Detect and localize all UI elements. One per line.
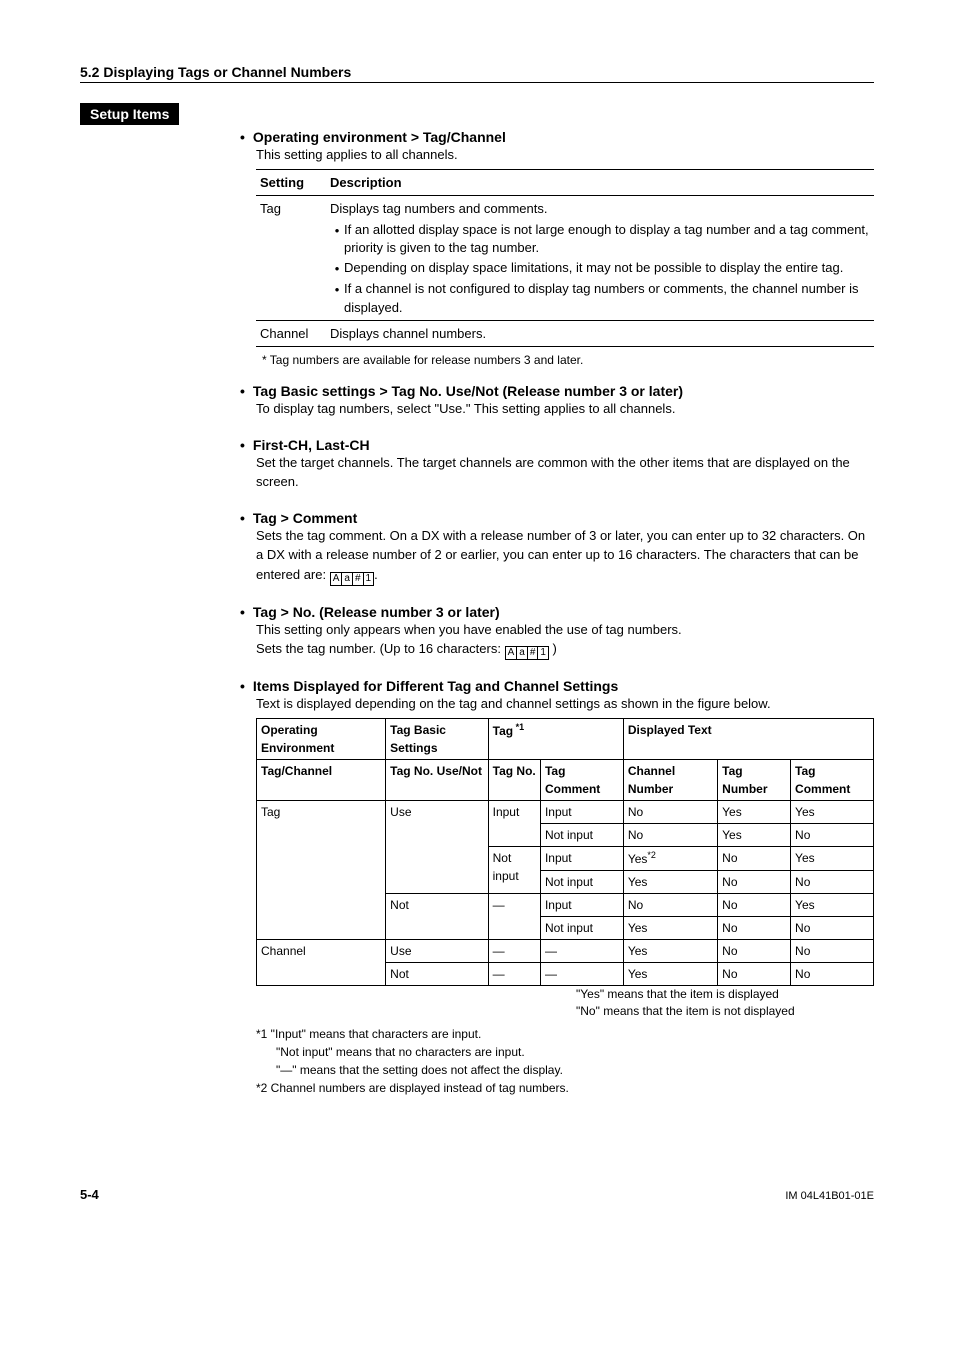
page-footer: 5-4 IM 04L41B01-01E <box>80 1187 874 1202</box>
item-items-disp-title: • Items Displayed for Different Tag and … <box>240 678 874 694</box>
row-channel-desc: Displays channel numbers. <box>326 320 874 347</box>
dh-tag-comment: Tag Comment <box>540 759 623 800</box>
item-op-env-subtitle: This setting applies to all channels. <box>256 145 874 165</box>
char-box-icon: Aa#1 <box>505 646 549 660</box>
table-row: TagUseInputInputNoYesYes <box>257 800 874 823</box>
item-first-ch-body: Set the target channels. The target chan… <box>256 453 874 492</box>
dh-tag-no: Tag No. <box>488 759 540 800</box>
table-row: ChannelUse——YesNoNo <box>257 939 874 962</box>
doc-id: IM 04L41B01-01E <box>785 1190 874 1202</box>
col-setting: Setting <box>256 169 326 196</box>
item-items-disp-subtitle: Text is displayed depending on the tag a… <box>256 694 874 714</box>
page-number: 5-4 <box>80 1187 99 1202</box>
char-box-icon: Aa#1 <box>330 572 374 586</box>
dh-tag-no-use: Tag No. Use/Not <box>386 759 488 800</box>
dh-open-env: Operating Environment <box>257 718 386 759</box>
item-first-ch-title: • First-CH, Last-CH <box>240 437 874 453</box>
setup-items-row: Setup Items <box>80 103 874 129</box>
dh-tag-num: Tag Number <box>718 759 791 800</box>
dh-tag: Tag *1 <box>488 718 623 759</box>
legend: "Yes" means that the item is displayed "… <box>576 986 874 1020</box>
dh-tag-basic: Tag Basic Settings <box>386 718 488 759</box>
footnotes: *1 "Input" means that characters are inp… <box>256 1025 874 1097</box>
tag-channel-table: Setting Description Tag Displays tag num… <box>256 169 874 348</box>
row-channel-label: Channel <box>256 320 326 347</box>
display-settings-table: Operating Environment Tag Basic Settings… <box>256 718 874 986</box>
dh-tag-comment2: Tag Comment <box>791 759 874 800</box>
section-header: 5.2 Displaying Tags or Channel Numbers <box>80 64 874 83</box>
op-env-footnote: * Tag numbers are available for release … <box>262 351 874 369</box>
item-tag-basic-body: To display tag numbers, select "Use." Th… <box>256 399 874 419</box>
item-op-env-title: • Operating environment > Tag/Channel <box>240 129 874 145</box>
item-tag-comment-title: • Tag > Comment <box>240 510 874 526</box>
dh-displayed: Displayed Text <box>623 718 873 759</box>
item-tag-no-title: • Tag > No. (Release number 3 or later) <box>240 604 874 620</box>
row-tag-label: Tag <box>256 196 326 321</box>
item-tag-comment-body: Sets the tag comment. On a DX with a rel… <box>256 526 874 586</box>
dh-tag-channel: Tag/Channel <box>257 759 386 800</box>
dh-ch-num: Channel Number <box>623 759 717 800</box>
item-tag-no-body: This setting only appears when you have … <box>256 620 874 661</box>
item-tag-basic-title: • Tag Basic settings > Tag No. Use/Not (… <box>240 383 874 399</box>
setup-items-label: Setup Items <box>80 103 179 125</box>
row-tag-desc: Displays tag numbers and comments. •If a… <box>326 196 874 321</box>
col-description: Description <box>326 169 874 196</box>
